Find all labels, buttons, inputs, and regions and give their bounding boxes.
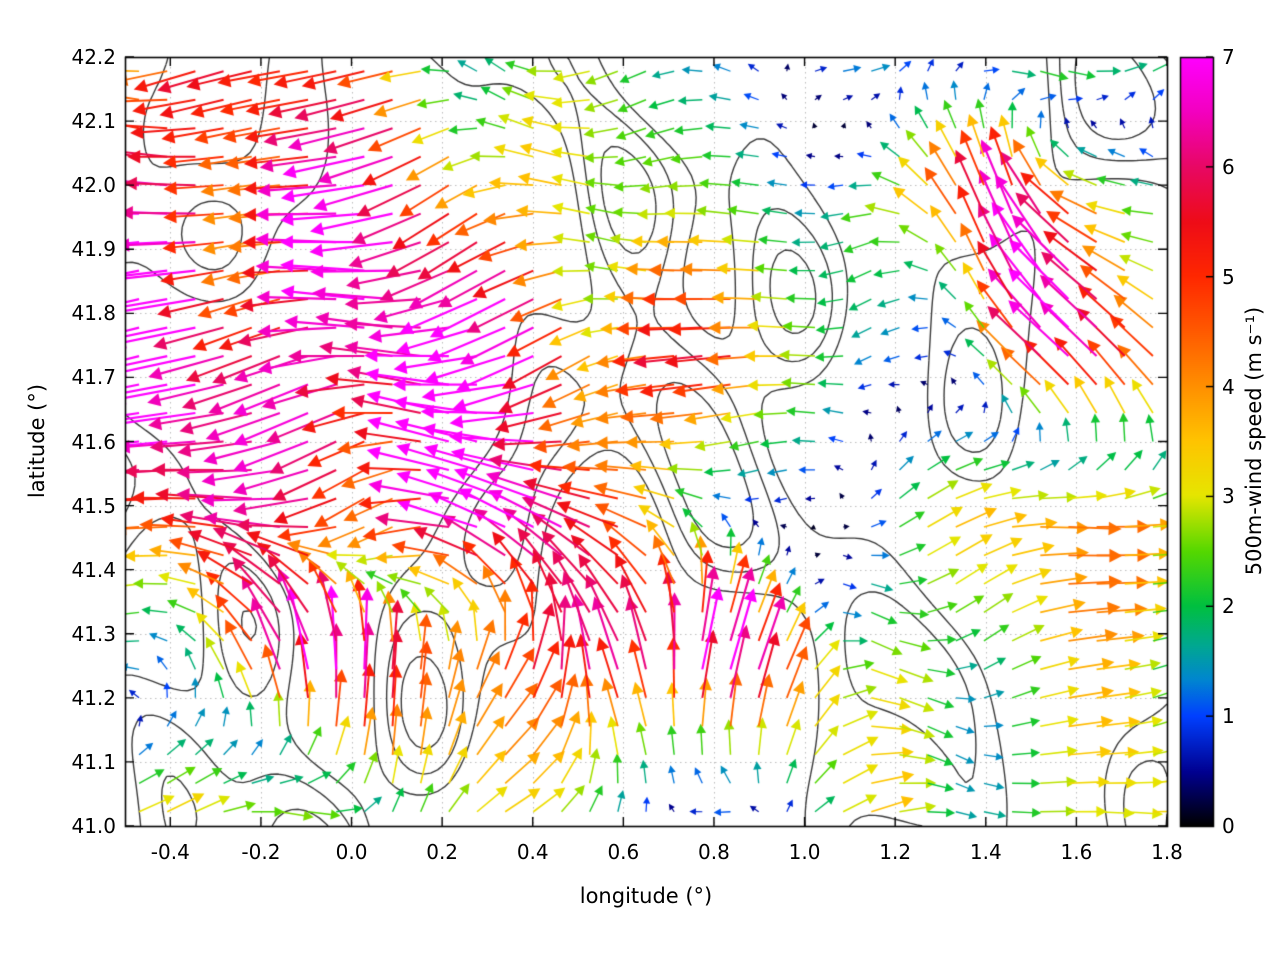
x-tick-label: -0.4 <box>150 840 190 864</box>
x-tick-label: 1.6 <box>1060 840 1093 864</box>
y-tick-label: 41.7 <box>71 365 116 390</box>
y-tick-label: 42.2 <box>71 45 116 69</box>
y-tick-label: 41.1 <box>71 749 116 774</box>
colorbar-tick-label: 7 <box>1222 45 1235 69</box>
x-tick-label: 0.2 <box>426 840 459 864</box>
colorbar-tick-label: 1 <box>1222 704 1235 729</box>
y-tick-label: 41.3 <box>71 621 116 646</box>
y-tick-label: 41.8 <box>71 301 116 326</box>
x-tick-label: -0.2 <box>241 840 281 864</box>
x-tick-label: 0.4 <box>516 840 549 864</box>
x-tick-label: 0.6 <box>607 840 640 864</box>
y-tick-label: 41.0 <box>71 814 116 838</box>
colorbar-tick-label: 6 <box>1222 154 1235 179</box>
colorbar-tick-label: 2 <box>1222 594 1235 619</box>
x-tick-label: 1.0 <box>788 840 821 864</box>
x-tick-label: 1.2 <box>879 840 912 864</box>
y-tick-label: 42.0 <box>71 173 116 198</box>
x-tick-label: 1.4 <box>969 840 1002 864</box>
x-axis-label: longitude (°) <box>579 884 713 908</box>
x-tick-label: 0.0 <box>335 840 368 864</box>
colorbar-tick-label: 5 <box>1222 264 1235 289</box>
y-tick-label: 41.5 <box>71 493 116 518</box>
y-tick-label: 42.1 <box>71 109 116 134</box>
x-tick-label: 1.8 <box>1151 840 1183 864</box>
x-tick-label: 0.8 <box>698 840 730 864</box>
colorbar-tick-label: 3 <box>1222 484 1235 509</box>
colorbar-tick-label: 4 <box>1222 374 1235 399</box>
colorbar-tick-label: 0 <box>1222 814 1235 838</box>
y-tick-label: 41.6 <box>71 429 116 454</box>
y-tick-label: 41.4 <box>71 557 116 582</box>
y-tick-label: 41.2 <box>71 685 116 710</box>
y-tick-label: 41.9 <box>71 237 116 262</box>
colorbar-label: 500m-wind speed (m s⁻¹) <box>1242 306 1266 576</box>
